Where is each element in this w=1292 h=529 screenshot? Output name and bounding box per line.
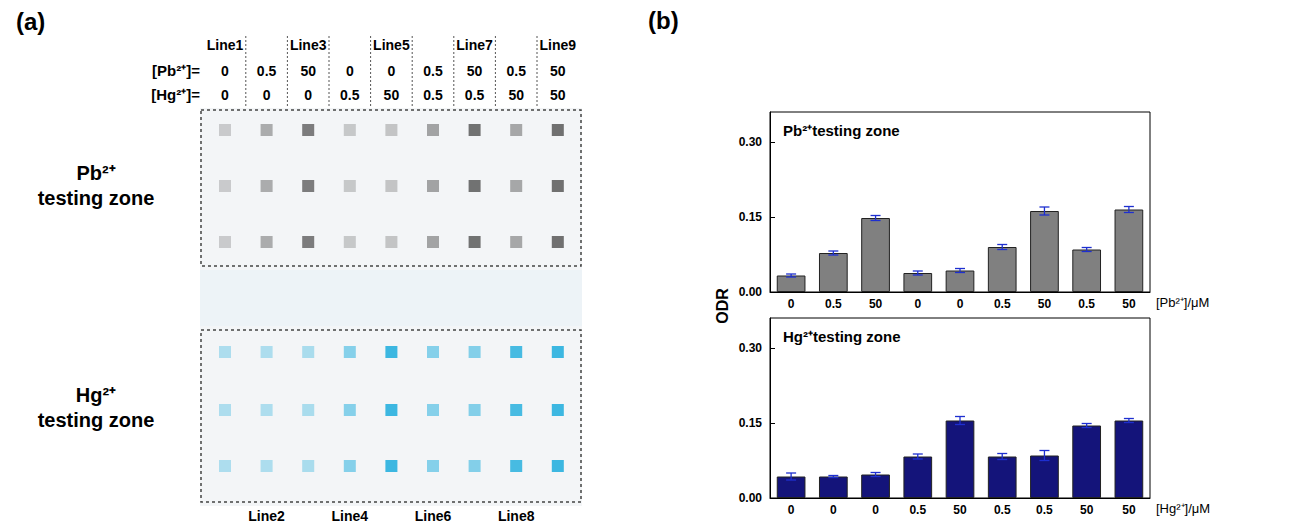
svg-text:Line4: Line4 bbox=[332, 508, 369, 524]
svg-text:50: 50 bbox=[550, 63, 566, 79]
svg-text:0.5: 0.5 bbox=[1078, 297, 1095, 311]
svg-text:0: 0 bbox=[872, 503, 879, 517]
svg-text:Line1: Line1 bbox=[207, 37, 244, 53]
svg-text:0.5: 0.5 bbox=[257, 63, 277, 79]
svg-text:Line5: Line5 bbox=[373, 37, 410, 53]
svg-text:0.5: 0.5 bbox=[506, 63, 526, 79]
svg-text:50: 50 bbox=[300, 63, 316, 79]
svg-text:Line3: Line3 bbox=[290, 37, 327, 53]
svg-text:Line9: Line9 bbox=[540, 37, 577, 53]
svg-text:Line2: Line2 bbox=[248, 508, 285, 524]
svg-text:0.5: 0.5 bbox=[423, 63, 443, 79]
svg-text:0.15: 0.15 bbox=[739, 416, 763, 430]
svg-text:0: 0 bbox=[957, 297, 964, 311]
svg-text:[Pb²⁺]/μM: [Pb²⁺]/μM bbox=[1156, 295, 1209, 310]
svg-text:(a): (a) bbox=[16, 8, 45, 35]
svg-text:Pb²⁺: Pb²⁺ bbox=[76, 162, 115, 184]
svg-text:Line8: Line8 bbox=[498, 508, 535, 524]
svg-text:Line6: Line6 bbox=[415, 508, 452, 524]
svg-text:50: 50 bbox=[467, 63, 483, 79]
svg-text:50: 50 bbox=[384, 87, 400, 103]
svg-text:50: 50 bbox=[953, 503, 967, 517]
svg-text:0: 0 bbox=[788, 503, 795, 517]
svg-text:0: 0 bbox=[830, 503, 837, 517]
svg-text:(b): (b) bbox=[648, 7, 679, 34]
svg-text:testing zone: testing zone bbox=[38, 187, 155, 209]
svg-text:0.5: 0.5 bbox=[825, 297, 842, 311]
svg-text:Pb²⁺testing zone: Pb²⁺testing zone bbox=[783, 122, 900, 139]
svg-text:50: 50 bbox=[1080, 503, 1094, 517]
svg-text:0: 0 bbox=[388, 63, 396, 79]
svg-text:0.5: 0.5 bbox=[340, 87, 360, 103]
svg-text:0.5: 0.5 bbox=[909, 503, 926, 517]
svg-text:0.00: 0.00 bbox=[739, 285, 763, 299]
svg-text:0: 0 bbox=[263, 87, 271, 103]
svg-text:0: 0 bbox=[304, 87, 312, 103]
svg-text:0.5: 0.5 bbox=[994, 503, 1011, 517]
svg-text:0: 0 bbox=[788, 297, 795, 311]
svg-text:0: 0 bbox=[914, 297, 921, 311]
svg-text:0.00: 0.00 bbox=[739, 491, 763, 505]
svg-text:0: 0 bbox=[346, 63, 354, 79]
svg-text:0: 0 bbox=[221, 87, 229, 103]
svg-text:0.5: 0.5 bbox=[423, 87, 443, 103]
svg-text:0.5: 0.5 bbox=[465, 87, 485, 103]
svg-text:testing zone: testing zone bbox=[38, 409, 155, 431]
svg-text:Hg²⁺: Hg²⁺ bbox=[76, 384, 116, 406]
svg-text:0.15: 0.15 bbox=[739, 210, 763, 224]
svg-text:ODR: ODR bbox=[714, 288, 731, 324]
svg-text:50: 50 bbox=[869, 297, 883, 311]
svg-text:Line7: Line7 bbox=[456, 37, 493, 53]
svg-text:0.5: 0.5 bbox=[994, 297, 1011, 311]
svg-text:50: 50 bbox=[508, 87, 524, 103]
svg-text:50: 50 bbox=[1038, 297, 1052, 311]
svg-text:[Hg²⁺]/μM: [Hg²⁺]/μM bbox=[1156, 501, 1210, 516]
svg-text:[Pb²⁺]=: [Pb²⁺]= bbox=[152, 62, 200, 79]
svg-text:0.5: 0.5 bbox=[1036, 503, 1053, 517]
svg-text:Hg²⁺testing zone: Hg²⁺testing zone bbox=[783, 328, 901, 345]
svg-text:0.30: 0.30 bbox=[739, 135, 763, 149]
svg-text:50: 50 bbox=[1122, 503, 1136, 517]
svg-text:[Hg²⁺]=: [Hg²⁺]= bbox=[151, 86, 200, 103]
svg-text:0: 0 bbox=[221, 63, 229, 79]
svg-text:0.30: 0.30 bbox=[739, 341, 763, 355]
svg-text:50: 50 bbox=[550, 87, 566, 103]
svg-text:50: 50 bbox=[1122, 297, 1136, 311]
